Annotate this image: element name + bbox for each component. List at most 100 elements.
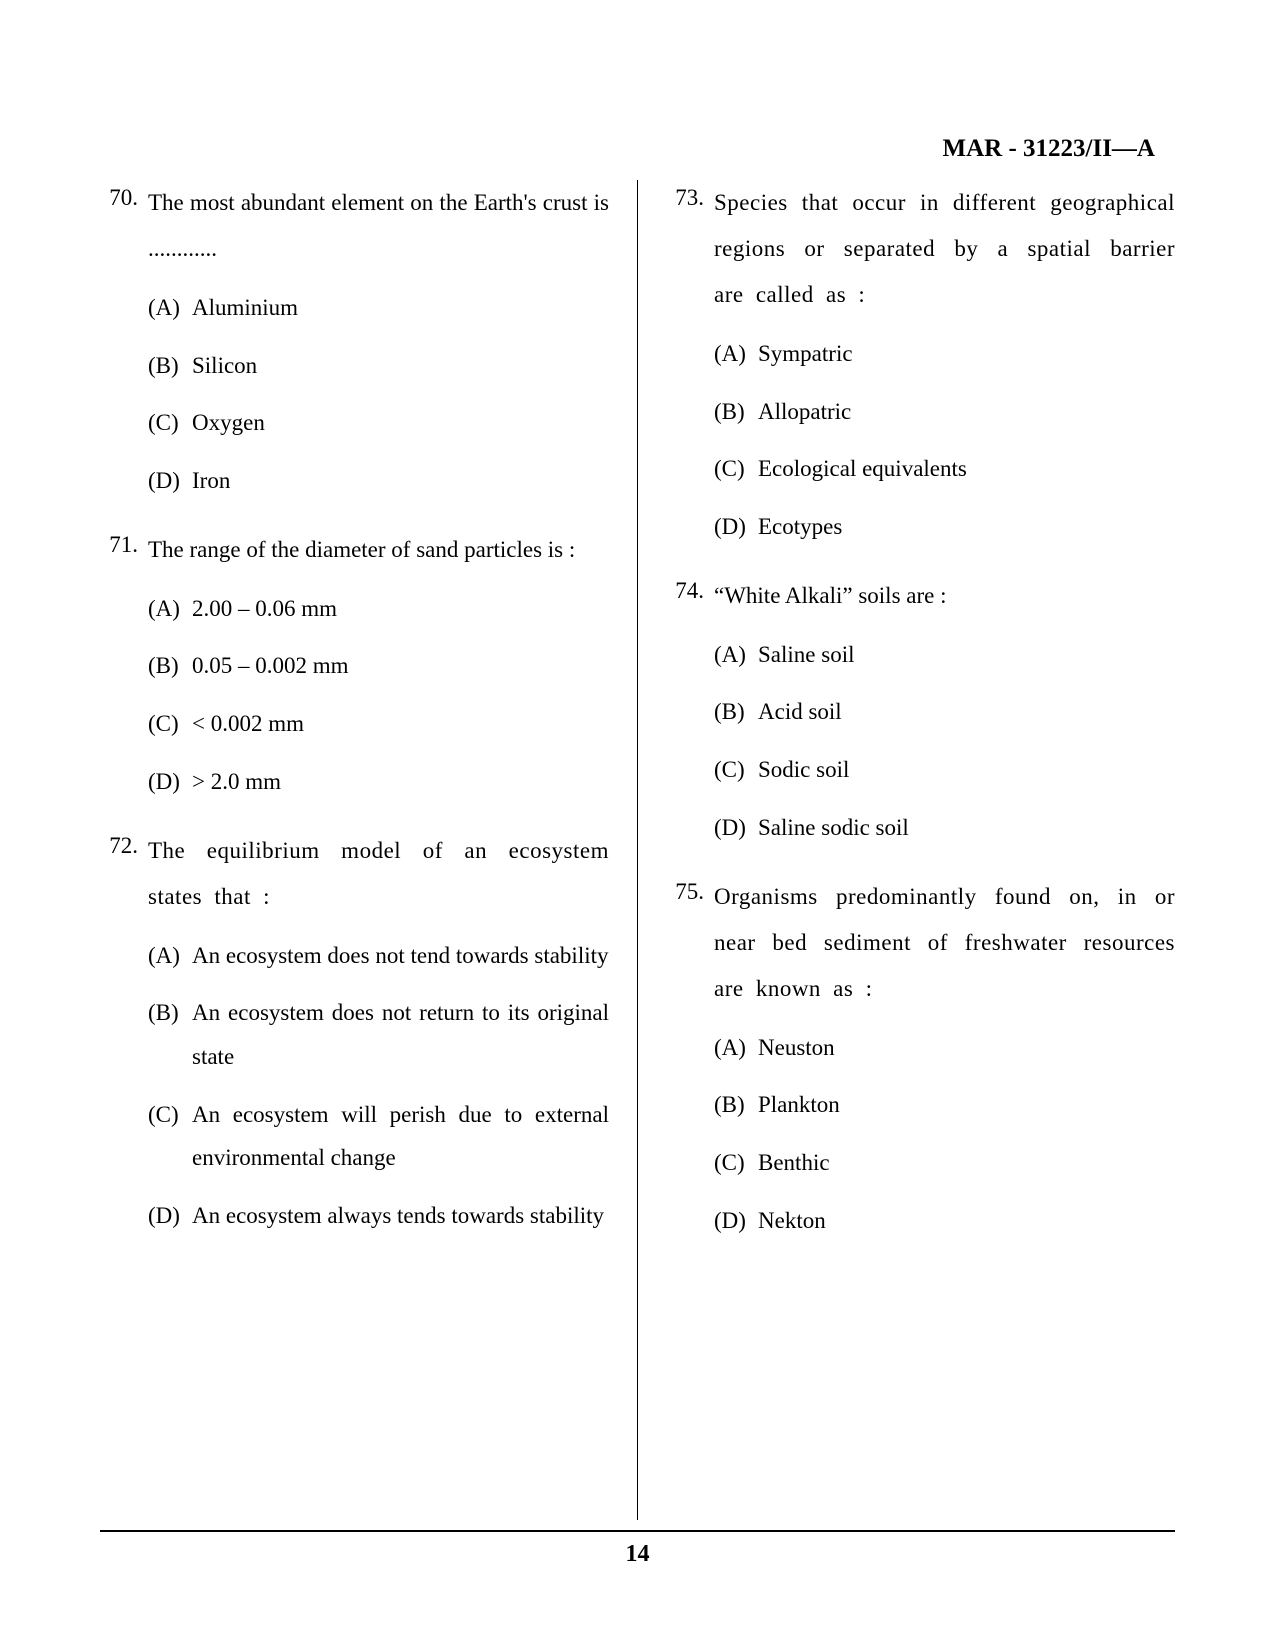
question-70: 70. The most abundant element on the Ear… bbox=[100, 180, 609, 517]
option-label: (C) bbox=[714, 748, 758, 792]
option-label: (C) bbox=[714, 447, 758, 491]
option-text: An ecosystem does not return to its orig… bbox=[192, 991, 609, 1078]
option-label: (D) bbox=[714, 806, 758, 850]
option-a: (A) An ecosystem does not tend towards s… bbox=[148, 934, 609, 978]
option-c: (C) An ecosystem will perish due to exte… bbox=[148, 1093, 609, 1180]
question-body: “White Alkali” soils are : (A) Saline so… bbox=[714, 573, 1175, 864]
option-label: (B) bbox=[714, 390, 758, 434]
question-number: 75. bbox=[666, 874, 714, 1257]
option-label: (A) bbox=[714, 1026, 758, 1070]
option-label: (C) bbox=[148, 702, 192, 746]
question-number: 70. bbox=[100, 180, 148, 517]
options-list: (A) Aluminium (B) Silicon (C) Oxygen ( bbox=[148, 286, 609, 503]
option-label: (B) bbox=[148, 991, 192, 1078]
option-a: (A) Aluminium bbox=[148, 286, 609, 330]
option-d: (D) Saline sodic soil bbox=[714, 806, 1175, 850]
question-text: Species that occur in different geograph… bbox=[714, 180, 1175, 318]
question-body: Organisms predominantly found on, in or … bbox=[714, 874, 1175, 1257]
right-column: 73. Species that occur in different geog… bbox=[638, 180, 1175, 1520]
option-label: (D) bbox=[148, 459, 192, 503]
option-text: Saline sodic soil bbox=[758, 806, 1175, 850]
options-list: (A) Saline soil (B) Acid soil (C) Sodic … bbox=[714, 633, 1175, 850]
option-label: (C) bbox=[148, 401, 192, 445]
option-label: (C) bbox=[148, 1093, 192, 1180]
options-list: (A) 2.00 – 0.06 mm (B) 0.05 – 0.002 mm (… bbox=[148, 587, 609, 804]
option-text: Oxygen bbox=[192, 401, 609, 445]
option-b: (B) An ecosystem does not return to its … bbox=[148, 991, 609, 1078]
option-label: (B) bbox=[714, 1083, 758, 1127]
question-text: The equilibrium model of an ecosystem st… bbox=[148, 828, 609, 920]
options-list: (A) An ecosystem does not tend towards s… bbox=[148, 934, 609, 1238]
option-d: (D) > 2.0 mm bbox=[148, 760, 609, 804]
option-label: (D) bbox=[714, 1199, 758, 1243]
option-a: (A) 2.00 – 0.06 mm bbox=[148, 587, 609, 631]
question-number: 72. bbox=[100, 828, 148, 1252]
option-b: (B) Silicon bbox=[148, 344, 609, 388]
option-text: 2.00 – 0.06 mm bbox=[192, 587, 609, 631]
option-label: (D) bbox=[148, 1194, 192, 1238]
option-label: (A) bbox=[714, 332, 758, 376]
option-c: (C) Oxygen bbox=[148, 401, 609, 445]
option-c: (C) Sodic soil bbox=[714, 748, 1175, 792]
page-number: 14 bbox=[0, 1541, 1275, 1568]
option-label: (B) bbox=[714, 690, 758, 734]
option-text: Plankton bbox=[758, 1083, 1175, 1127]
options-list: (A) Neuston (B) Plankton (C) Benthic ( bbox=[714, 1026, 1175, 1243]
option-label: (C) bbox=[714, 1141, 758, 1185]
option-label: (A) bbox=[714, 633, 758, 677]
option-a: (A) Sympatric bbox=[714, 332, 1175, 376]
option-text: Acid soil bbox=[758, 690, 1175, 734]
option-c: (C) Ecological equivalents bbox=[714, 447, 1175, 491]
question-72: 72. The equilibrium model of an ecosyste… bbox=[100, 828, 609, 1252]
options-list: (A) Sympatric (B) Allopatric (C) Ecologi… bbox=[714, 332, 1175, 549]
option-text: Iron bbox=[192, 459, 609, 503]
bottom-rule bbox=[100, 1530, 1175, 1532]
option-text: Allopatric bbox=[758, 390, 1175, 434]
option-label: (A) bbox=[148, 286, 192, 330]
option-d: (D) Ecotypes bbox=[714, 505, 1175, 549]
question-body: The equilibrium model of an ecosystem st… bbox=[148, 828, 609, 1252]
question-number: 71. bbox=[100, 527, 148, 818]
question-body: The most abundant element on the Earth's… bbox=[148, 180, 609, 517]
question-number: 74. bbox=[666, 573, 714, 864]
option-label: (A) bbox=[148, 934, 192, 978]
option-d: (D) An ecosystem always tends towards st… bbox=[148, 1194, 609, 1238]
option-label: (B) bbox=[148, 644, 192, 688]
option-text: An ecosystem always tends towards stabil… bbox=[192, 1194, 609, 1238]
option-label: (D) bbox=[714, 505, 758, 549]
option-text: Saline soil bbox=[758, 633, 1175, 677]
question-74: 74. “White Alkali” soils are : (A) Salin… bbox=[666, 573, 1175, 864]
option-a: (A) Neuston bbox=[714, 1026, 1175, 1070]
option-text: < 0.002 mm bbox=[192, 702, 609, 746]
question-body: The range of the diameter of sand partic… bbox=[148, 527, 609, 818]
option-text: An ecosystem will perish due to external… bbox=[192, 1093, 609, 1180]
left-column: 70. The most abundant element on the Ear… bbox=[100, 180, 638, 1520]
exam-page: MAR - 31223/II—A 70. The most abundant e… bbox=[0, 0, 1275, 1650]
question-text: The range of the diameter of sand partic… bbox=[148, 527, 609, 573]
question-71: 71. The range of the diameter of sand pa… bbox=[100, 527, 609, 818]
option-text: 0.05 – 0.002 mm bbox=[192, 644, 609, 688]
content-area: 70. The most abundant element on the Ear… bbox=[100, 180, 1175, 1520]
option-text: Ecotypes bbox=[758, 505, 1175, 549]
option-b: (B) Acid soil bbox=[714, 690, 1175, 734]
question-text: “White Alkali” soils are : bbox=[714, 573, 1175, 619]
option-b: (B) 0.05 – 0.002 mm bbox=[148, 644, 609, 688]
question-body: Species that occur in different geograph… bbox=[714, 180, 1175, 563]
option-c: (C) < 0.002 mm bbox=[148, 702, 609, 746]
option-text: Neuston bbox=[758, 1026, 1175, 1070]
option-b: (B) Allopatric bbox=[714, 390, 1175, 434]
option-label: (D) bbox=[148, 760, 192, 804]
option-text: Aluminium bbox=[192, 286, 609, 330]
question-75: 75. Organisms predominantly found on, in… bbox=[666, 874, 1175, 1257]
option-text: > 2.0 mm bbox=[192, 760, 609, 804]
question-text: The most abundant element on the Earth's… bbox=[148, 180, 609, 272]
option-text: Nekton bbox=[758, 1199, 1175, 1243]
option-text: Silicon bbox=[192, 344, 609, 388]
option-text: An ecosystem does not tend towards stabi… bbox=[192, 934, 609, 978]
option-text: Benthic bbox=[758, 1141, 1175, 1185]
option-text: Sympatric bbox=[758, 332, 1175, 376]
option-d: (D) Nekton bbox=[714, 1199, 1175, 1243]
option-text: Ecological equivalents bbox=[758, 447, 1175, 491]
paper-code: MAR - 31223/II—A bbox=[943, 135, 1156, 163]
option-text: Sodic soil bbox=[758, 748, 1175, 792]
